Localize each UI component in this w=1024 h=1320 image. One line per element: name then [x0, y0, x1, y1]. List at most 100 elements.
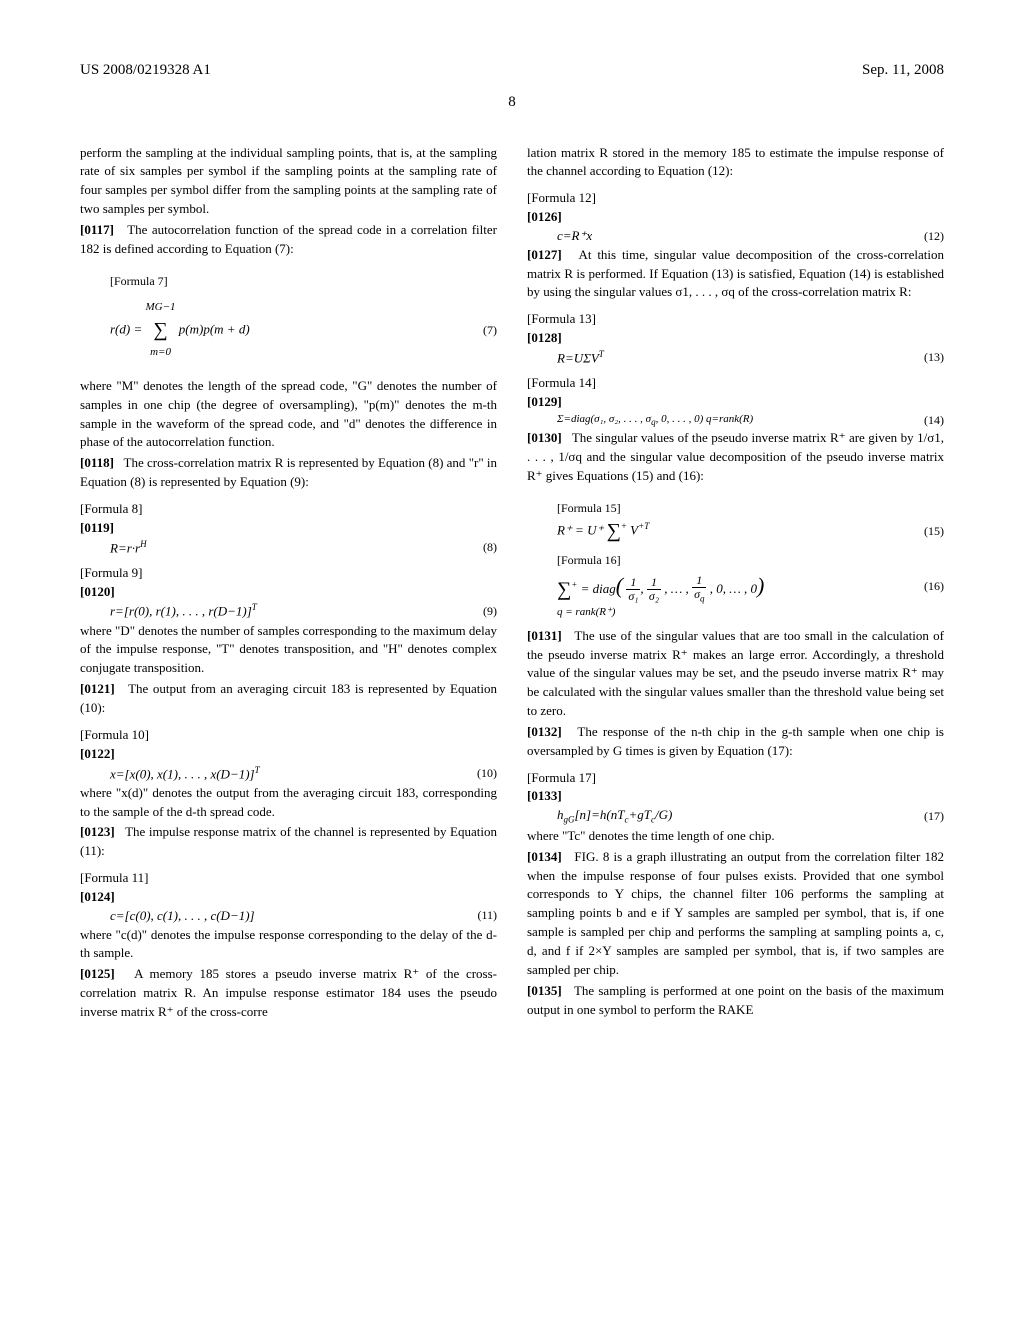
paragraph: where "Tc" denotes the time length of on…: [527, 827, 944, 846]
paragraph: where "x(d)" denotes the output from the…: [80, 784, 497, 822]
para-text: A memory 185 stores a pseudo inverse mat…: [80, 966, 497, 1019]
para-num: [0126]: [527, 208, 944, 227]
paragraph: [0135] The sampling is performed at one …: [527, 982, 944, 1020]
formula-12: c=R⁺x (12): [557, 227, 944, 246]
para-text: The output from an averaging circuit 183…: [80, 681, 497, 715]
f7-lower: m=0: [146, 345, 176, 361]
para-num: [0127]: [527, 247, 562, 262]
para-text: The singular values of the pseudo invers…: [527, 430, 944, 483]
para-num: [0133]: [527, 787, 944, 806]
paragraph: where "M" denotes the length of the spre…: [80, 377, 497, 452]
formula-13: R=UΣVT (13): [557, 348, 944, 368]
para-num: [0124]: [80, 888, 497, 907]
f16-sigma-sup: +: [571, 579, 577, 589]
para-num: [0119]: [80, 519, 497, 538]
paragraph: lation matrix R stored in the memory 185…: [527, 144, 944, 182]
f8-sup: H: [140, 539, 147, 549]
f12-num: (12): [924, 228, 944, 245]
para-num: [0131]: [527, 628, 562, 643]
f16-fqn: 1: [692, 574, 706, 588]
para-num: [0134]: [527, 849, 562, 864]
paragraph: [0134] FIG. 8 is a graph illustrating an…: [527, 848, 944, 980]
para-num: [0128]: [527, 329, 944, 348]
para-text: The cross-correlation matrix R is repres…: [80, 455, 497, 489]
para-num: [0121]: [80, 681, 115, 696]
formula-11: c=[c(0), c(1), . . . , c(D−1)] (11): [110, 907, 497, 926]
f16-num: (16): [924, 578, 944, 595]
page-number: 8: [80, 92, 944, 114]
f16-tail: , 0, … , 0: [710, 581, 757, 596]
paragraph: [0123] The impulse response matrix of th…: [80, 823, 497, 861]
para-text: At this time, singular value decompositi…: [527, 247, 944, 300]
formula-10: x=[x(0), x(1), . . . , x(D−1)]T (10): [110, 764, 497, 784]
f7-upper: MG−1: [146, 300, 176, 316]
para-num: [0117]: [80, 222, 114, 237]
paragraph: [0132] The response of the n-th chip in …: [527, 723, 944, 761]
formula-label: [Formula 14]: [527, 374, 944, 393]
f15-sup: +T: [638, 521, 649, 531]
f15-sigma-sup: +: [621, 521, 627, 531]
para-num: [0125]: [80, 966, 115, 981]
paragraph: where "c(d)" denotes the impulse respons…: [80, 926, 497, 964]
formula-15: R⁺ = U⁺ ∑+ V+T (15): [557, 517, 944, 546]
right-column: lation matrix R stored in the memory 185…: [527, 144, 944, 1024]
f13-sup: T: [599, 349, 604, 359]
formula-17: hgG[n]=h(nTc+gTc/G) (17): [557, 806, 944, 827]
f10-num: (10): [477, 765, 497, 782]
f8-eq: R=r·r: [110, 540, 140, 555]
formula-label: [Formula 8]: [80, 500, 497, 519]
formula-label: [Formula 15]: [557, 500, 944, 517]
f16-mid: , … ,: [664, 581, 689, 596]
formula-14: Σ=diag(σ₁, σ₂, . . . , σq, 0, . . . , 0)…: [557, 412, 944, 429]
f17-sub1: gG: [564, 815, 575, 825]
left-column: perform the sampling at the individual s…: [80, 144, 497, 1024]
para-num: [0122]: [80, 745, 497, 764]
formula-label: [Formula 7]: [110, 273, 497, 290]
formula-9: r=[r(0), r(1), . . . , r(D−1)]T (9): [110, 601, 497, 621]
f9-eq: r=[r(0), r(1), . . . , r(D−1)]: [110, 604, 252, 619]
paragraph: where "D" denotes the number of samples …: [80, 622, 497, 679]
formula-label: [Formula 16]: [557, 552, 944, 569]
paragraph: [0130] The singular values of the pseudo…: [527, 429, 944, 486]
para-num: [0129]: [527, 393, 944, 412]
f13-eq: R=UΣV: [557, 350, 599, 365]
f15-lhs: R⁺ = U⁺: [557, 523, 603, 538]
f10-eq: x=[x(0), x(1), . . . , x(D−1)]: [110, 766, 255, 781]
page-header: US 2008/0219328 A1 Sep. 11, 2008: [80, 60, 944, 82]
f7-lhs: r(d) =: [110, 321, 142, 336]
formula-16: ∑+ = diag( 1σ₁, 1σ₂ , … , 1σq , 0, … , 0…: [557, 570, 944, 605]
para-num: [0130]: [527, 430, 562, 445]
f8-num: (8): [483, 539, 497, 556]
f9-num: (9): [483, 603, 497, 620]
f17-num: (17): [924, 808, 944, 825]
f15-rhs: V: [630, 523, 638, 538]
f10-sup: T: [255, 765, 260, 775]
para-num: [0118]: [80, 455, 114, 470]
f11-eq: c=[c(0), c(1), . . . , c(D−1)]: [110, 907, 255, 926]
f16-f1n: 1: [626, 576, 640, 590]
f7-num: (7): [483, 322, 497, 339]
formula-label: [Formula 17]: [527, 769, 944, 788]
f13-num: (13): [924, 349, 944, 366]
para-text: The impulse response matrix of the chann…: [80, 824, 497, 858]
para-num: [0135]: [527, 983, 562, 998]
f12-eq: c=R⁺x: [557, 227, 592, 246]
f17-tail: +gT: [628, 807, 651, 822]
para-text: The sampling is performed at one point o…: [527, 983, 944, 1017]
para-num: [0120]: [80, 583, 497, 602]
f16-f2n: 1: [647, 576, 661, 590]
paragraph: [0118] The cross-correlation matrix R is…: [80, 454, 497, 492]
f9-sup: T: [252, 602, 257, 612]
f17-end: /G): [655, 807, 672, 822]
patent-id: US 2008/0219328 A1: [80, 60, 211, 82]
f14-num: (14): [924, 412, 944, 429]
formula-7: r(d) = MG−1 ∑ m=0 p(m)p(m + d) (7): [110, 300, 497, 361]
f15-num: (15): [924, 523, 944, 540]
f16-rank: q = rank(R⁺): [557, 605, 944, 621]
f16-fqs: q: [700, 594, 705, 604]
para-text: The response of the n-th chip in the g-t…: [527, 724, 944, 758]
para-text: The use of the singular values that are …: [527, 628, 944, 718]
f16-f2d: σ₂: [647, 590, 661, 603]
formula-label: [Formula 13]: [527, 310, 944, 329]
paragraph: perform the sampling at the individual s…: [80, 144, 497, 219]
